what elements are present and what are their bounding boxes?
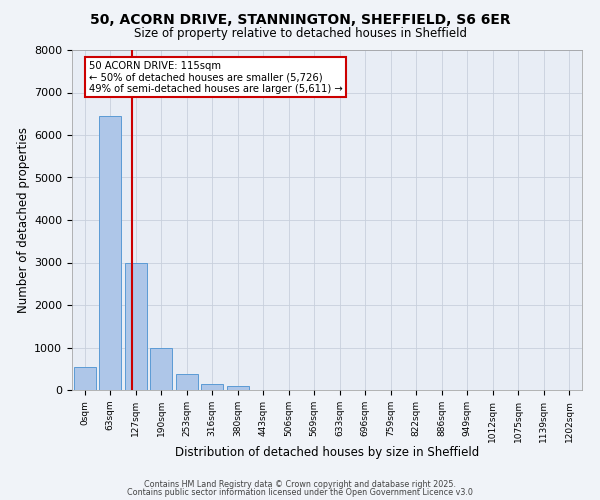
Bar [202,384,223,390]
Text: Contains HM Land Registry data © Crown copyright and database right 2025.: Contains HM Land Registry data © Crown c… [144,480,456,489]
Text: 50 ACORN DRIVE: 115sqm
← 50% of detached houses are smaller (5,726)
49% of semi-: 50 ACORN DRIVE: 115sqm ← 50% of detached… [89,60,343,94]
Text: Size of property relative to detached houses in Sheffield: Size of property relative to detached ho… [133,28,467,40]
Text: Contains public sector information licensed under the Open Government Licence v3: Contains public sector information licen… [127,488,473,497]
Y-axis label: Number of detached properties: Number of detached properties [17,127,30,313]
Bar [100,116,121,390]
Bar [74,366,95,390]
Bar [125,262,146,390]
Bar [151,348,172,390]
Bar [227,386,248,390]
X-axis label: Distribution of detached houses by size in Sheffield: Distribution of detached houses by size … [175,446,479,459]
Text: 50, ACORN DRIVE, STANNINGTON, SHEFFIELD, S6 6ER: 50, ACORN DRIVE, STANNINGTON, SHEFFIELD,… [89,12,511,26]
Bar [176,374,197,390]
